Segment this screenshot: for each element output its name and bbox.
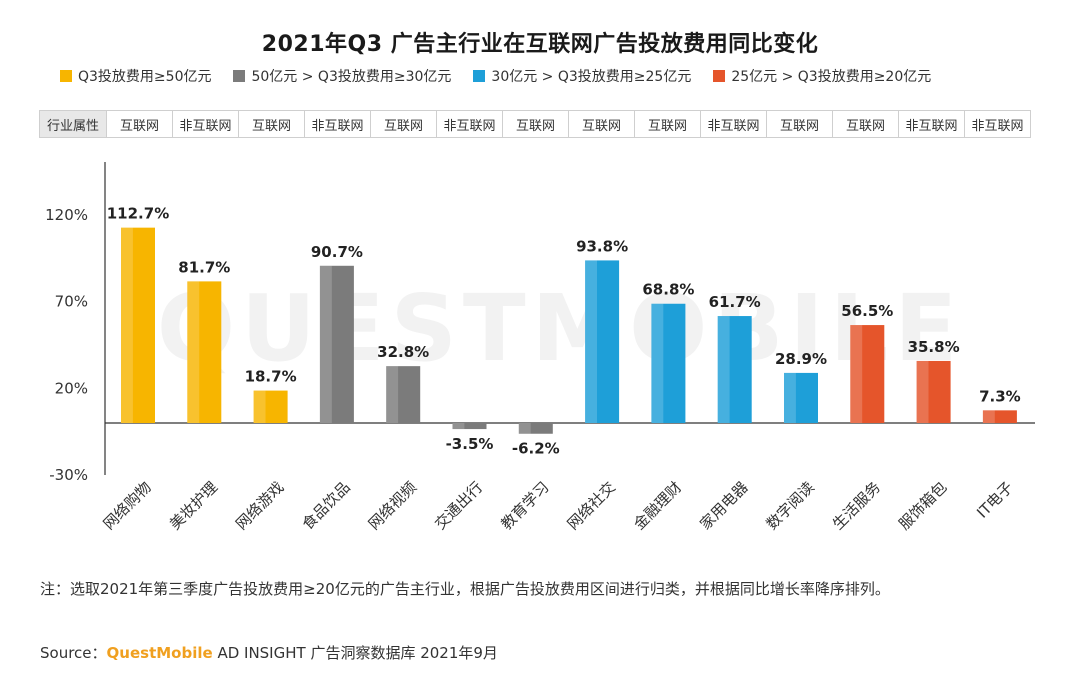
source-line: Source：QuestMobile AD INSIGHT 广告洞察数据库 20…: [40, 642, 498, 663]
bar-highlight: [452, 423, 465, 430]
bar-chart: QUESTMOBILE 120% 70% 20% -30% 112.7% 网络购物 81.7%…: [45, 162, 1035, 533]
bar-highlight: [850, 325, 863, 423]
watermark-text: QUESTMOBILE: [157, 275, 963, 382]
category-label: 服饰箱包: [895, 478, 950, 533]
bar-highlight: [121, 227, 133, 423]
legend: Q3投放费用≥50亿元 50亿元 > Q3投放费用≥30亿元 30亿元 > Q3…: [60, 66, 953, 86]
bar: [784, 372, 818, 423]
attribute-cell: 互联网: [238, 110, 305, 138]
category-label: 教育学习: [497, 478, 552, 533]
bar: [187, 281, 222, 423]
legend-swatch-yellow: [60, 70, 72, 82]
bar-value-label: 28.9%: [775, 350, 827, 368]
bar-highlight: [651, 303, 664, 423]
table-row: 行业属性 互联网 非互联网 互联网 非互联网 互联网 非互联网 互联网 互联网 …: [39, 110, 1031, 138]
category-label: 数字阅读: [763, 478, 818, 533]
bar-value-label: 35.8%: [908, 338, 960, 356]
legend-label: 30亿元 > Q3投放费用≥25亿元: [491, 69, 692, 85]
attribute-cell: 互联网: [634, 110, 701, 138]
category-label: 网络购物: [100, 478, 155, 533]
attribute-cell: 互联网: [106, 110, 173, 138]
attribute-header-cell: 行业属性: [39, 110, 107, 138]
attribute-cell: 互联网: [568, 110, 635, 138]
bar-value-label: 112.7%: [107, 205, 169, 223]
attribute-cell: 非互联网: [172, 110, 239, 138]
bar: [386, 366, 421, 423]
footnote: 注：选取2021年第三季度广告投放费用≥20亿元的广告主行业，根据广告投放费用区…: [40, 580, 890, 598]
legend-swatch-red: [713, 70, 726, 82]
legend-label: 50亿元 > Q3投放费用≥30亿元: [251, 69, 452, 85]
bar-highlight: [253, 390, 266, 423]
bar-value-label: -3.5%: [446, 435, 494, 453]
attribute-cell: 互联网: [766, 110, 833, 138]
attribute-cell: 非互联网: [898, 110, 965, 138]
bar-value-label: 81.7%: [178, 258, 230, 276]
industry-attribute-table: 行业属性 互联网 非互联网 互联网 非互联网 互联网 非互联网 互联网 互联网 …: [39, 110, 1031, 138]
legend-item: 25亿元 > Q3投放费用≥20亿元: [713, 66, 931, 86]
bar-value-label: -6.2%: [512, 440, 560, 458]
y-tick-label: -30%: [49, 466, 88, 484]
y-tick-label: 120%: [45, 206, 88, 224]
legend-label: 25亿元 > Q3投放费用≥20亿元: [731, 69, 932, 85]
bar-highlight: [585, 260, 597, 423]
category-label: 网络视频: [365, 478, 420, 533]
legend-label: Q3投放费用≥50亿元: [78, 69, 212, 85]
attribute-cell: 非互联网: [436, 110, 503, 138]
attribute-cell: 非互联网: [304, 110, 371, 138]
bar-value-label: 18.7%: [245, 368, 297, 386]
source-brand: QuestMobile: [106, 644, 213, 662]
bar: [850, 325, 885, 423]
bar-value-label: 68.8%: [642, 281, 694, 299]
bar-highlight: [386, 366, 399, 423]
attribute-cell: 非互联网: [964, 110, 1031, 138]
chart-title: 2021年Q3 广告主行业在互联网广告投放费用同比变化: [261, 32, 819, 57]
source-prefix: Source：: [40, 644, 107, 662]
category-label: 美妆护理: [166, 478, 221, 533]
bar: [121, 227, 155, 423]
bar-highlight: [982, 410, 995, 423]
legend-item: Q3投放费用≥50亿元: [60, 66, 211, 86]
bar-highlight: [319, 265, 332, 423]
category-label: 网络游戏: [232, 478, 287, 533]
category-label: IT电子: [973, 478, 1017, 522]
legend-item: 30亿元 > Q3投放费用≥25亿元: [473, 66, 691, 86]
bar: [319, 265, 354, 423]
bar-highlight: [784, 372, 796, 423]
bar-highlight: [187, 281, 200, 423]
legend-swatch-gray: [233, 70, 246, 82]
bar: [916, 360, 951, 423]
y-tick-label: 70%: [55, 293, 88, 311]
category-label: 生活服务: [829, 478, 884, 533]
bar: [452, 423, 487, 430]
bar: [717, 316, 752, 423]
source-rest: AD INSIGHT 广告洞察数据库 2021年9月: [212, 644, 498, 662]
bar-value-label: 32.8%: [377, 343, 429, 361]
bar: [585, 260, 620, 423]
category-label: 食品饮品: [299, 478, 354, 533]
category-label: 网络社交: [564, 478, 619, 533]
bar-value-label: 56.5%: [841, 302, 893, 320]
legend-item: 50亿元 > Q3投放费用≥30亿元: [233, 66, 451, 86]
y-tick-label: 20%: [55, 379, 88, 397]
category-label: 金融理财: [630, 478, 685, 533]
attribute-cell: 互联网: [832, 110, 899, 138]
bar: [982, 410, 1017, 423]
bar-value-label: 90.7%: [311, 243, 363, 261]
bar-highlight: [916, 360, 929, 423]
bar: [651, 303, 686, 423]
legend-swatch-blue: [473, 70, 486, 82]
category-label: 交通出行: [431, 478, 486, 533]
bar-value-label: 93.8%: [576, 237, 628, 255]
bar-highlight: [518, 423, 531, 434]
bar: [253, 390, 288, 423]
attribute-cell: 互联网: [502, 110, 569, 138]
bar-value-label: 61.7%: [709, 293, 761, 311]
bar-value-label: 7.3%: [979, 387, 1021, 405]
attribute-cell: 互联网: [370, 110, 437, 138]
attribute-cell: 非互联网: [700, 110, 767, 138]
category-label: 家用电器: [696, 478, 751, 533]
bar: [518, 423, 553, 434]
bar-highlight: [717, 316, 730, 423]
